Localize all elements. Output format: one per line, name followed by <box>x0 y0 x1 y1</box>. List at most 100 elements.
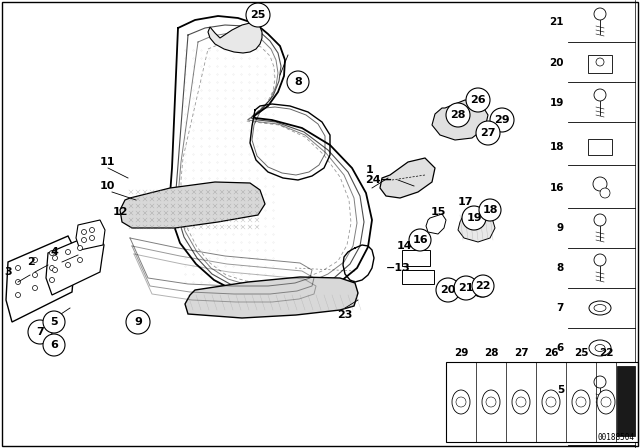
Circle shape <box>594 254 606 266</box>
Circle shape <box>65 250 70 254</box>
Circle shape <box>593 177 607 191</box>
Text: 7: 7 <box>557 303 564 313</box>
Circle shape <box>77 258 83 263</box>
Ellipse shape <box>512 390 530 414</box>
Circle shape <box>486 397 496 407</box>
Circle shape <box>49 277 54 283</box>
Ellipse shape <box>440 290 456 300</box>
Text: 6: 6 <box>50 340 58 350</box>
Text: 23: 23 <box>337 310 353 320</box>
Circle shape <box>466 88 490 112</box>
Circle shape <box>594 376 606 388</box>
Circle shape <box>546 397 556 407</box>
Ellipse shape <box>458 288 474 298</box>
Polygon shape <box>208 23 262 53</box>
Text: 8: 8 <box>557 263 564 273</box>
Ellipse shape <box>452 390 470 414</box>
Circle shape <box>436 278 460 302</box>
Text: 7: 7 <box>36 327 44 337</box>
Text: 26: 26 <box>470 95 486 105</box>
Text: 24—: 24— <box>365 175 392 185</box>
Ellipse shape <box>597 390 615 414</box>
FancyBboxPatch shape <box>402 270 434 284</box>
Text: 21: 21 <box>550 17 564 27</box>
FancyBboxPatch shape <box>588 55 612 73</box>
Text: 26: 26 <box>544 348 558 358</box>
Circle shape <box>454 276 478 300</box>
Circle shape <box>472 275 494 297</box>
Ellipse shape <box>589 340 611 356</box>
Polygon shape <box>380 158 435 198</box>
Polygon shape <box>120 182 265 228</box>
FancyBboxPatch shape <box>446 362 638 442</box>
Circle shape <box>446 103 470 127</box>
Text: 18: 18 <box>550 142 564 152</box>
Text: 11: 11 <box>99 157 115 167</box>
Circle shape <box>81 237 86 242</box>
Circle shape <box>49 250 54 255</box>
Text: 20: 20 <box>550 58 564 68</box>
Text: 27: 27 <box>480 128 496 138</box>
Circle shape <box>490 108 514 132</box>
Polygon shape <box>426 214 446 234</box>
Text: 14: 14 <box>397 241 413 251</box>
Circle shape <box>65 263 70 267</box>
Text: 27: 27 <box>514 348 528 358</box>
Text: 5: 5 <box>557 385 564 395</box>
Text: 16: 16 <box>412 235 428 245</box>
Circle shape <box>476 121 500 145</box>
Circle shape <box>33 285 38 290</box>
Text: 00188504: 00188504 <box>598 433 635 442</box>
Text: 17: 17 <box>457 197 473 207</box>
Text: 6: 6 <box>557 343 564 353</box>
Text: 5: 5 <box>50 317 58 327</box>
Text: 25: 25 <box>250 10 266 20</box>
Circle shape <box>15 280 20 284</box>
Circle shape <box>287 71 309 93</box>
Text: 15: 15 <box>430 207 445 217</box>
Text: 3: 3 <box>4 267 12 277</box>
FancyBboxPatch shape <box>402 250 430 266</box>
Ellipse shape <box>474 287 490 297</box>
Text: 21: 21 <box>458 283 474 293</box>
Circle shape <box>456 397 466 407</box>
FancyBboxPatch shape <box>617 366 635 436</box>
Circle shape <box>594 89 606 101</box>
Circle shape <box>15 266 20 271</box>
Circle shape <box>601 397 611 407</box>
Circle shape <box>462 206 486 230</box>
Circle shape <box>596 58 604 66</box>
Circle shape <box>28 320 52 344</box>
Text: 4: 4 <box>50 247 58 257</box>
Circle shape <box>52 255 58 260</box>
Text: 28: 28 <box>451 110 466 120</box>
Circle shape <box>52 267 58 272</box>
Circle shape <box>43 311 65 333</box>
Polygon shape <box>185 277 358 318</box>
Ellipse shape <box>589 301 611 315</box>
Circle shape <box>576 397 586 407</box>
Circle shape <box>77 246 83 250</box>
Text: 20: 20 <box>440 285 456 295</box>
Circle shape <box>246 3 270 27</box>
Ellipse shape <box>572 390 590 414</box>
Ellipse shape <box>482 390 500 414</box>
Text: 25: 25 <box>573 348 588 358</box>
Polygon shape <box>46 232 104 295</box>
Text: 22: 22 <box>476 281 491 291</box>
Circle shape <box>15 293 20 297</box>
Circle shape <box>594 214 606 226</box>
Ellipse shape <box>595 345 605 352</box>
Text: 29: 29 <box>454 348 468 358</box>
Circle shape <box>409 229 431 251</box>
Ellipse shape <box>542 390 560 414</box>
Circle shape <box>516 397 526 407</box>
Text: 9: 9 <box>134 317 142 327</box>
Circle shape <box>126 310 150 334</box>
Text: 19: 19 <box>550 98 564 108</box>
Text: −13: −13 <box>386 263 410 273</box>
Circle shape <box>479 199 501 221</box>
Polygon shape <box>432 100 488 140</box>
Polygon shape <box>458 213 495 242</box>
FancyBboxPatch shape <box>588 139 612 155</box>
